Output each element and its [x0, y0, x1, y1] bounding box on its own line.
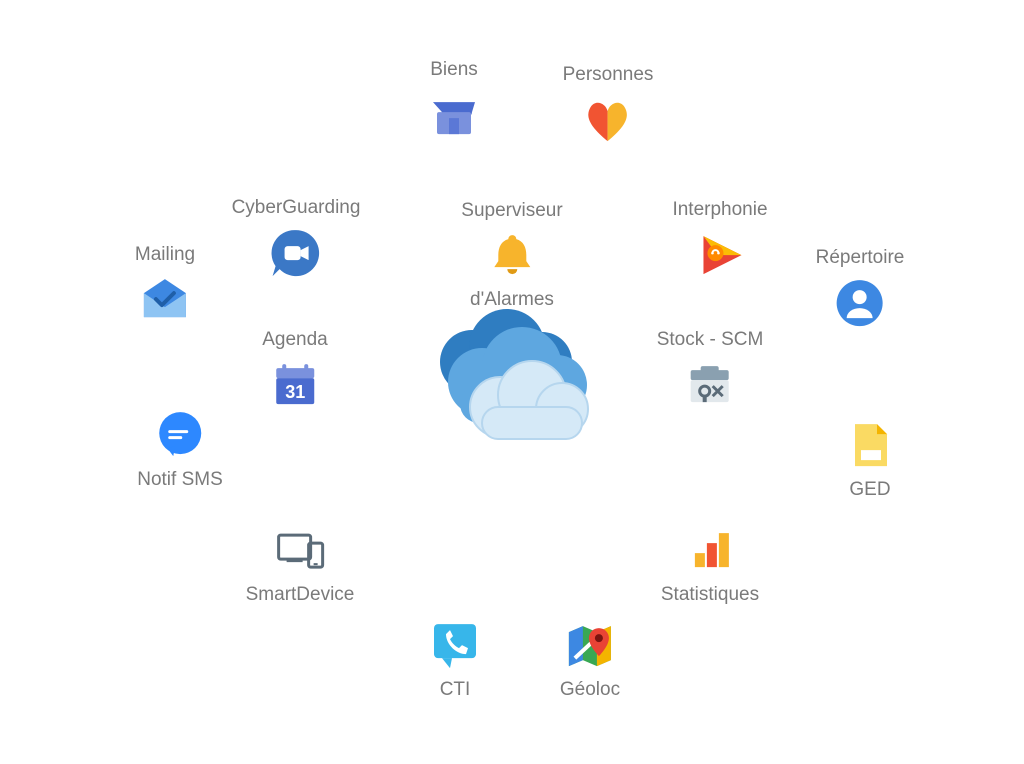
- label-smartdevice: SmartDevice: [246, 583, 355, 607]
- label-notif: Notif SMS: [137, 468, 223, 492]
- play-icon: [693, 228, 747, 282]
- label-agenda: Agenda: [262, 328, 328, 352]
- item-geoloc: Géoloc: [560, 618, 620, 702]
- label-personnes: Personnes: [563, 63, 654, 87]
- item-cyberguarding: CyberGuarding: [232, 196, 361, 280]
- label-cti: CTI: [440, 678, 471, 702]
- item-mailing: Mailing: [135, 243, 195, 327]
- item-repertoire: Répertoire: [816, 246, 905, 330]
- label-stock: Stock - SCM: [657, 328, 764, 352]
- sublabel-superviseur: d'Alarmes: [470, 289, 554, 311]
- devices-icon: [273, 523, 327, 577]
- item-biens: Biens: [427, 58, 481, 142]
- calendar-icon: 31: [268, 358, 322, 412]
- calendar-day: 31: [285, 382, 305, 402]
- bell-icon: [485, 229, 539, 283]
- item-statistiques: Statistiques: [661, 523, 759, 607]
- item-ged: GED: [843, 418, 897, 502]
- label-repertoire: Répertoire: [816, 246, 905, 270]
- diagram-canvas: Biens Personnes Superviseur d'Ala: [0, 0, 1024, 764]
- item-superviseur: Superviseur d'Alarmes: [461, 199, 562, 311]
- item-agenda: Agenda 31: [262, 328, 328, 412]
- bars-icon: [683, 523, 737, 577]
- toolbox-icon: [683, 358, 737, 412]
- item-notif: Notif SMS: [137, 408, 223, 492]
- label-interphonie: Interphonie: [672, 198, 767, 222]
- item-personnes: Personnes: [563, 63, 654, 147]
- label-statistiques: Statistiques: [661, 583, 759, 607]
- item-smartdevice: SmartDevice: [246, 523, 355, 607]
- label-mailing: Mailing: [135, 243, 195, 267]
- map-pin-icon: [563, 618, 617, 672]
- label-geoloc: Géoloc: [560, 678, 620, 702]
- item-cti: CTI: [428, 618, 482, 702]
- label-ged: GED: [849, 478, 890, 502]
- person-circle-icon: [833, 276, 887, 330]
- cloud-icon: [412, 307, 612, 457]
- label-biens: Biens: [430, 58, 478, 82]
- chat-circle-icon: [153, 408, 207, 462]
- label-cyberguarding: CyberGuarding: [232, 196, 361, 220]
- phone-bubble-icon: [428, 618, 482, 672]
- item-interphonie: Interphonie: [672, 198, 767, 282]
- label-superviseur: Superviseur: [461, 199, 562, 223]
- store-icon: [427, 88, 481, 142]
- video-circle-icon: [269, 226, 323, 280]
- slide-file-icon: [843, 418, 897, 472]
- item-stock: Stock - SCM: [657, 328, 764, 412]
- heart-icon: [581, 93, 635, 147]
- mail-check-icon: [138, 273, 192, 327]
